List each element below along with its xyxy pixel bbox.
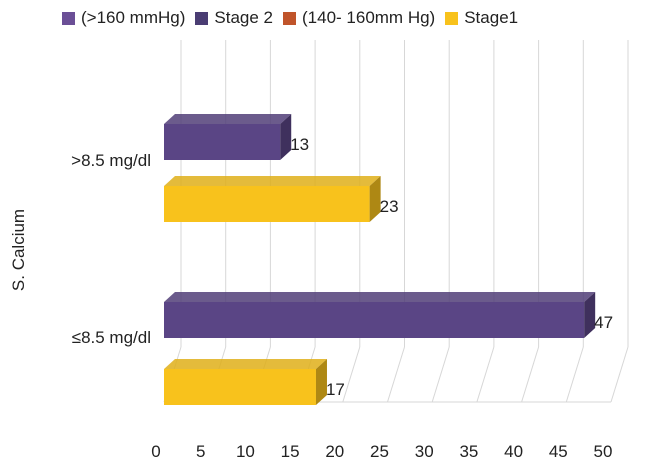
x-tick-label: 35 — [459, 442, 478, 459]
bar-side-face — [584, 292, 596, 338]
bar-top-face — [164, 359, 327, 369]
legend-label: (>160 mmHg) — [81, 8, 186, 27]
floor-gridline — [565, 346, 584, 403]
bar — [164, 369, 316, 405]
floor-gridline — [476, 346, 495, 403]
legend-swatch — [62, 11, 75, 25]
x-tick-label: 15 — [281, 442, 300, 459]
bar — [164, 124, 281, 160]
bar-side-face — [369, 176, 381, 222]
x-tick-label: 5 — [196, 442, 205, 459]
x-tick-label: 40 — [504, 442, 523, 459]
floor-gridline — [342, 346, 361, 403]
legend-swatch — [195, 11, 209, 25]
x-tick-label: 10 — [236, 442, 255, 459]
floor-gridline — [431, 346, 450, 403]
data-label: 13 — [290, 135, 309, 154]
x-tick-label: 50 — [594, 442, 613, 459]
bar — [164, 302, 585, 338]
x-tick-label: 30 — [415, 442, 434, 459]
legend-label: Stage1 — [464, 8, 519, 27]
legend: (>160 mmHg) Stage 2 (140- 160mm Hg) Stage1 — [62, 8, 528, 28]
legend-item-1: Stage 2 — [195, 8, 273, 28]
bar-top-face — [164, 176, 381, 186]
legend-item-2: (140- 160mm Hg) — [283, 8, 435, 28]
data-label: 23 — [380, 197, 399, 216]
legend-swatch — [283, 11, 296, 25]
category-label: >8.5 mg/dl — [71, 151, 151, 170]
data-label: 17 — [326, 380, 345, 399]
legend-item-0: (>160 mmHg) — [62, 8, 185, 28]
bar — [164, 186, 370, 222]
x-tick-label: 20 — [325, 442, 344, 459]
x-tick-label: 0 — [151, 442, 160, 459]
legend-item-3: Stage1 — [445, 8, 518, 28]
bar-side-face — [315, 359, 327, 405]
legend-label: Stage 2 — [214, 8, 273, 27]
floor-gridline — [610, 346, 629, 403]
category-label: ≤8.5 mg/dl — [72, 328, 151, 347]
legend-label: (140- 160mm Hg) — [302, 8, 436, 27]
floor-gridline — [387, 346, 405, 403]
floor-gridline — [521, 346, 540, 403]
bar-top-face — [164, 292, 596, 302]
legend-swatch — [445, 11, 459, 25]
bar-side-face — [280, 114, 292, 160]
x-tick-label: 45 — [549, 442, 568, 459]
bar-top-face — [164, 114, 292, 124]
data-label: 47 — [594, 313, 613, 332]
x-tick-label: 25 — [370, 442, 389, 459]
